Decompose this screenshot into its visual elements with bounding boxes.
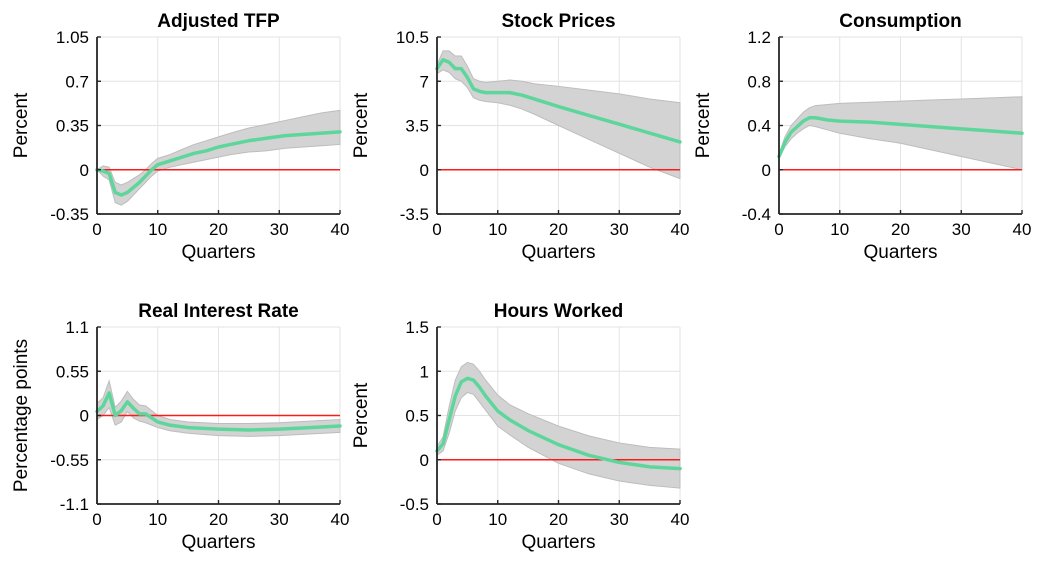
impulse-response-line — [95, 130, 342, 197]
x-tick-label: 10 — [830, 220, 849, 239]
y-tick-label: 1.1 — [65, 318, 89, 337]
x-tick-label: 20 — [209, 510, 228, 529]
x-tick-label: 0 — [92, 220, 101, 239]
x-tick-label: 20 — [549, 220, 568, 239]
y-tick-label: 0.7 — [65, 72, 89, 91]
x-axis-label: Quarters — [182, 532, 256, 553]
x-tick-label: 30 — [952, 220, 971, 239]
y-tick-label: 3.5 — [405, 117, 429, 136]
impulse-response-line — [777, 116, 1024, 159]
x-tick-label: 0 — [92, 510, 101, 529]
y-tick-label: 1.2 — [747, 28, 771, 47]
x-tick-label: 30 — [610, 510, 629, 529]
y-tick-label: 0 — [80, 407, 89, 426]
x-tick-label: 10 — [148, 510, 167, 529]
x-axis-label: Quarters — [522, 242, 596, 263]
y-tick-label: 1.05 — [56, 28, 89, 47]
impulse-response-line — [435, 58, 682, 144]
y-tick-label: 7 — [420, 72, 429, 91]
y-axis-label: Percent — [351, 382, 372, 448]
x-tick-label: 30 — [270, 220, 289, 239]
impulse-response-line — [435, 376, 682, 471]
y-axis-label: Percentage points — [11, 339, 32, 492]
chart-title: Hours Worked — [494, 301, 624, 322]
x-tick-label: 40 — [671, 220, 690, 239]
x-axis-label: Quarters — [182, 242, 256, 263]
x-tick-label: 30 — [610, 220, 629, 239]
y-tick-label: -0.5 — [400, 495, 429, 514]
x-tick-label: 20 — [209, 220, 228, 239]
chart-title: Real Interest Rate — [138, 301, 299, 322]
y-tick-label: 0 — [420, 161, 429, 180]
x-tick-label: 10 — [148, 220, 167, 239]
chart-panel-4: 0 10 20 30 40 -1.1 -0.55 0 0.55 1.1 Real Interest … — [11, 301, 349, 553]
y-tick-label: 0.8 — [747, 72, 771, 91]
y-tick-label: -3.5 — [400, 205, 429, 224]
y-axis-label: Percent — [693, 92, 714, 158]
y-tick-label: 0.35 — [56, 117, 89, 136]
x-tick-label: 40 — [331, 220, 350, 239]
y-axis-label: Percent — [351, 92, 372, 158]
y-tick-label: -0.35 — [50, 205, 89, 224]
x-tick-label: 0 — [432, 220, 441, 239]
y-tick-label: 0 — [762, 161, 771, 180]
chart-panel-3: 0 10 20 30 40-0.400.40.81.2ConsumptionQuarte… — [693, 11, 1031, 263]
confidence-band — [436, 50, 681, 180]
x-tick-label: 0 — [774, 220, 783, 239]
y-tick-label: 1 — [420, 362, 429, 381]
y-tick-label: -1.1 — [60, 495, 89, 514]
y-tick-label: -0.55 — [50, 451, 89, 470]
y-tick-label: 0 — [80, 161, 89, 180]
chart-title: Adjusted TFP — [157, 11, 280, 32]
x-tick-label: 0 — [432, 510, 441, 529]
x-tick-label: 10 — [488, 510, 507, 529]
y-tick-label: 0.4 — [747, 117, 771, 136]
x-tick-label: 40 — [671, 510, 690, 529]
impulse-response-line — [95, 391, 342, 432]
x-tick-label: 20 — [549, 510, 568, 529]
confidence-band — [96, 109, 341, 206]
y-tick-label: -0.4 — [742, 205, 771, 224]
x-tick-label: 40 — [331, 510, 350, 529]
y-tick-label: 0.55 — [56, 362, 89, 381]
y-axis-label: Percent — [11, 92, 32, 158]
x-tick-label: 40 — [1013, 220, 1032, 239]
y-tick-label: 1.5 — [405, 318, 429, 337]
chart-title: Stock Prices — [501, 11, 615, 32]
x-tick-label: 20 — [891, 220, 910, 239]
x-tick-label: 30 — [270, 510, 289, 529]
y-tick-label: 0.5 — [405, 407, 429, 426]
y-tick-label: 10.5 — [396, 28, 429, 47]
chart-title: Consumption — [839, 11, 961, 32]
x-tick-label: 10 — [488, 220, 507, 239]
x-axis-label: Quarters — [864, 242, 938, 263]
y-tick-label: 0 — [420, 451, 429, 470]
x-axis-label: Quarters — [522, 532, 596, 553]
confidence-band — [436, 361, 681, 489]
